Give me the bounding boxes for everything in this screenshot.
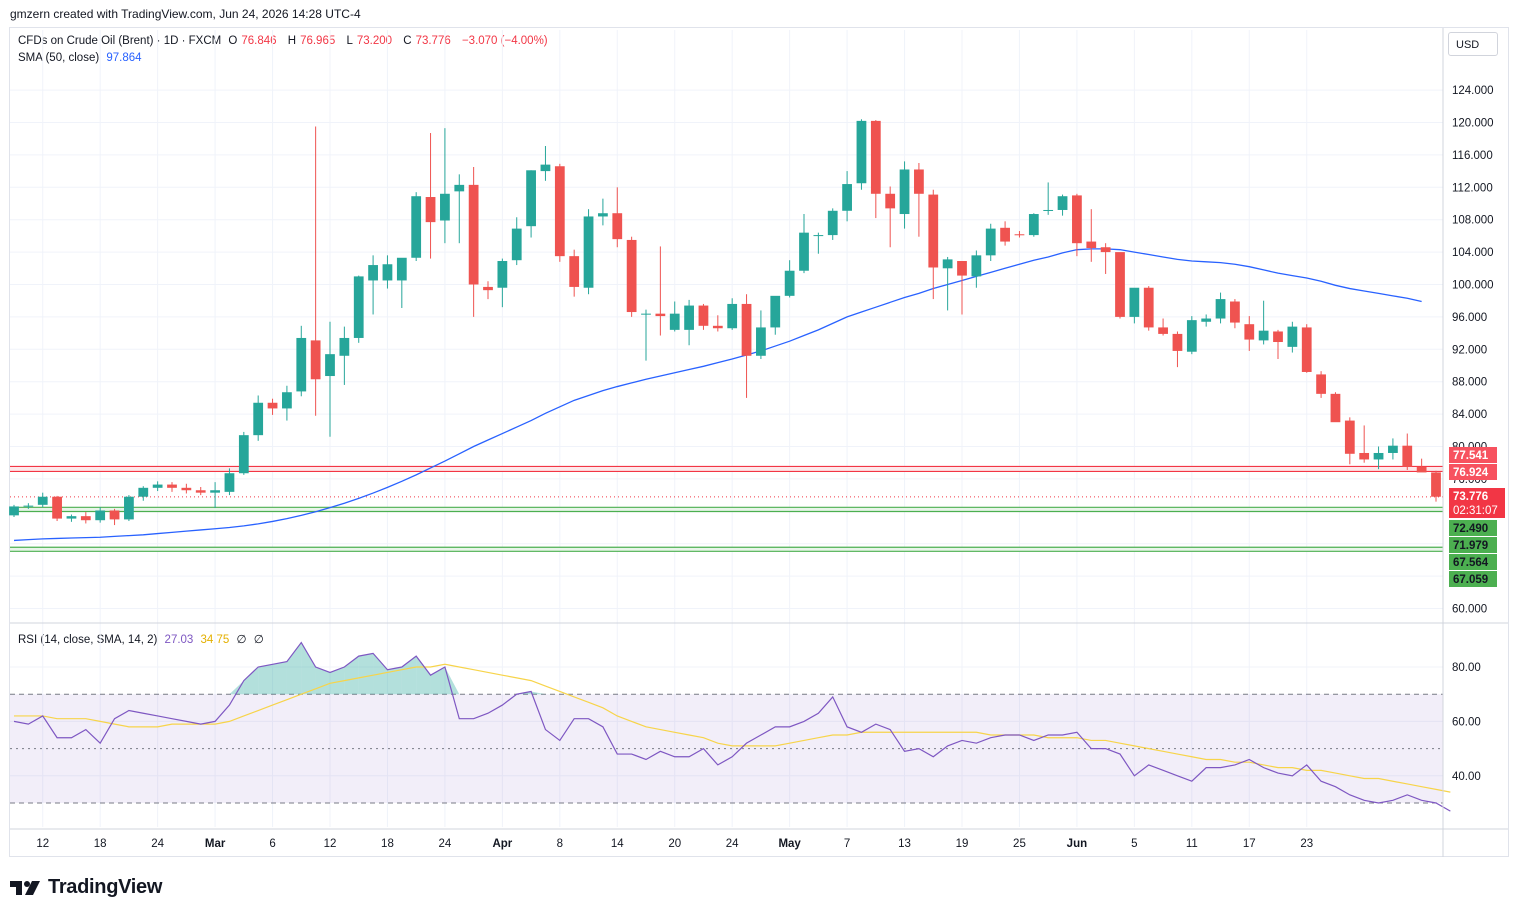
- sma-legend[interactable]: SMA (50, close) 97.864: [18, 52, 146, 64]
- rsi-extra-1: ∅: [236, 634, 247, 646]
- ohlc-high: H 76.965: [287, 35, 336, 47]
- chart-credit: gmzern created with TradingView.com, Jun…: [10, 7, 361, 21]
- rsi-legend[interactable]: RSI (14, close, SMA, 14, 2) 27.03 34.75 …: [18, 632, 268, 646]
- ohlc-open: O 76.846: [228, 35, 277, 47]
- ohlc-change: −3.070 (−4.00%): [461, 35, 548, 47]
- rsi-ma-value: 34.75: [200, 634, 230, 646]
- rsi-extra-2: ∅: [253, 634, 264, 646]
- ohlc-close: C 73.776: [403, 35, 451, 47]
- rsi-label: RSI (14, close, SMA, 14, 2): [18, 634, 158, 646]
- ohlc-low: L 73.200: [346, 35, 393, 47]
- tradingview-logo-icon: [10, 880, 40, 895]
- symbol-title[interactable]: CFDs on Crude Oil (Brent) · 1D · FXCM: [18, 35, 222, 47]
- currency-selector[interactable]: USD: [1448, 32, 1498, 56]
- rsi-value: 27.03: [164, 634, 194, 646]
- sma-value: 97.864: [106, 52, 142, 64]
- brand-name: TradingView: [48, 876, 163, 898]
- tradingview-logo[interactable]: TradingView: [10, 876, 162, 899]
- sma-label: SMA (50, close): [18, 52, 100, 64]
- chart-frame: [9, 27, 1509, 857]
